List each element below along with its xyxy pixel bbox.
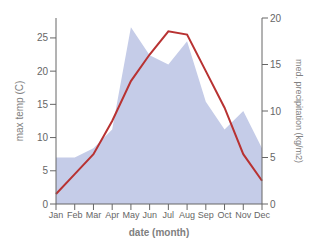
svg-text:25: 25 [37,32,49,43]
svg-text:date (month): date (month) [129,227,190,238]
svg-text:15: 15 [37,99,49,110]
svg-text:Feb: Feb [67,210,83,220]
svg-text:Nov: Nov [235,210,252,220]
svg-text:Aug: Aug [179,210,195,220]
svg-text:20: 20 [37,66,49,77]
svg-text:0: 0 [42,199,48,210]
svg-text:Dec: Dec [254,210,271,220]
svg-text:May: May [122,210,140,220]
svg-text:Oct: Oct [218,210,233,220]
svg-text:Jan: Jan [49,210,64,220]
svg-text:5: 5 [270,152,276,163]
svg-text:Apr: Apr [105,210,119,220]
svg-text:med. precipitation (kg/m2): med. precipitation (kg/m2) [294,59,304,163]
svg-text:15: 15 [270,59,282,70]
svg-text:Jul: Jul [163,210,175,220]
svg-text:10: 10 [37,132,49,143]
svg-text:Jun: Jun [142,210,157,220]
svg-text:0: 0 [270,199,276,210]
svg-text:5: 5 [42,165,48,176]
svg-text:max temp (C): max temp (C) [14,81,25,142]
svg-text:Sep: Sep [198,210,214,220]
svg-text:20: 20 [270,13,282,24]
svg-text:10: 10 [270,106,282,117]
svg-text:Mar: Mar [86,210,102,220]
